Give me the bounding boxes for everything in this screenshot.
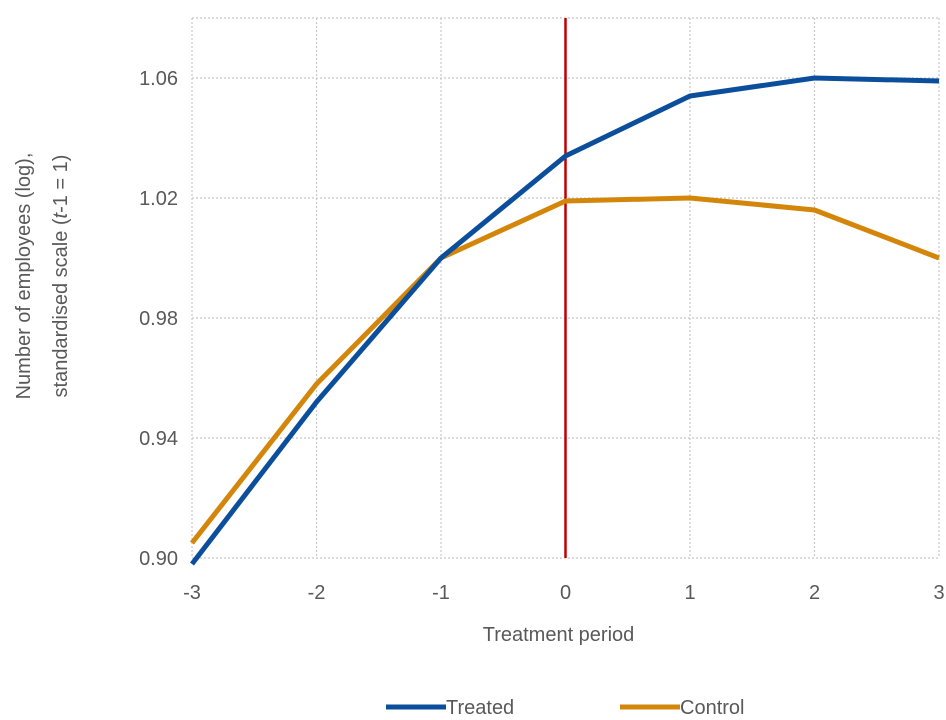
x-axis-title: Treatment period	[483, 624, 635, 646]
y-axis-title-line1: Number of employees (log),	[13, 153, 35, 400]
series-line-control	[190, 195, 940, 545]
series-line-treated	[190, 75, 940, 566]
y-axis-title-line2-post: -1 = 1)	[50, 155, 72, 213]
y-tick-label: 1.02	[139, 188, 178, 210]
x-tick-label: 2	[809, 582, 820, 604]
x-tick-label: 3	[933, 582, 944, 604]
y-axis-ticks: 0.90 0.94 0.98 1.02 1.06	[139, 68, 178, 570]
y-axis-title-line2-pre: standardised scale (	[50, 218, 72, 397]
x-tick-label: -1	[432, 582, 450, 604]
x-tick-label: -2	[308, 582, 326, 604]
x-tick-label: 1	[684, 582, 695, 604]
y-tick-label: 0.94	[139, 428, 178, 450]
series-lines	[190, 75, 940, 566]
y-tick-label: 0.90	[139, 548, 178, 570]
x-tick-label: -3	[183, 582, 201, 604]
legend-label-control: Control	[680, 697, 744, 719]
legend: Treated Control	[386, 697, 744, 719]
y-axis-title-line2-italic: t	[50, 211, 72, 218]
y-tick-label: 0.98	[139, 308, 178, 330]
y-tick-label: 1.06	[139, 68, 178, 90]
x-axis-ticks: -3 -2 -1 0 1 2 3	[183, 582, 944, 604]
legend-label-treated: Treated	[446, 697, 514, 719]
x-tick-label: 0	[560, 582, 571, 604]
y-axis-title: Number of employees (log), standardised …	[13, 153, 72, 400]
y-axis-title-line2: standardised scale (t-1 = 1)	[50, 155, 72, 398]
